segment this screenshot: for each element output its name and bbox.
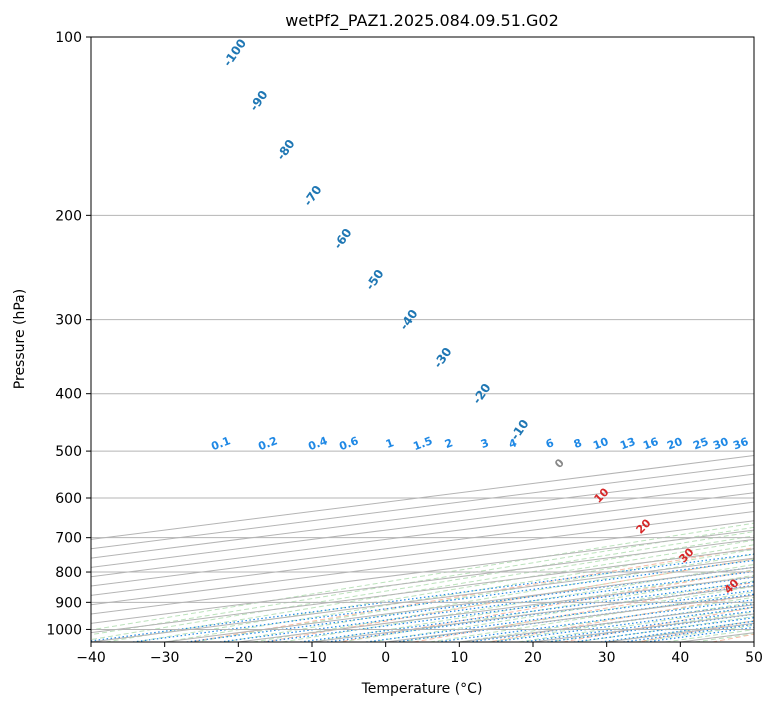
x-tick-label: 30 (598, 650, 616, 666)
plot-background (91, 37, 754, 642)
mixing-ratio-line (437, 599, 754, 642)
dry-adiabat-line (488, 594, 754, 642)
mixing-ratio-label: 10 (591, 435, 610, 453)
mixing-ratio-label: 20 (665, 435, 684, 453)
mixing-ratio-label: 0.6 (337, 434, 360, 453)
isotherms (91, 454, 754, 642)
moist-adiabat-line (282, 563, 754, 642)
x-tick-label: 20 (524, 650, 542, 666)
mixing-ratio-label: 4 (507, 436, 519, 451)
y-axis-ticks: 100 200 300 400 500 600 700 800 900 1000 (46, 30, 91, 638)
mixing-ratio-label: 16 (641, 435, 660, 453)
mixing-ratio-label: 8 (572, 436, 584, 451)
dry-adiabat-line (264, 558, 754, 642)
y-tick-label: 700 (55, 531, 82, 547)
isotherm-line (91, 464, 754, 550)
x-axis-label: Temperature (°C) (361, 681, 483, 697)
isotherm-line (91, 529, 754, 615)
isotherm-line (91, 520, 754, 606)
moist-adiabat-line (459, 596, 754, 642)
isotherm-line (91, 473, 754, 559)
y-tick-label: 100 (55, 30, 82, 46)
moist-adiabat-line (135, 539, 754, 642)
y-tick-label: 400 (55, 387, 82, 403)
mixing-ratio-label: 0.1 (209, 434, 232, 453)
mixing-ratio-line (91, 553, 754, 642)
x-tick-label: 10 (450, 650, 468, 666)
mixing-ratio-line (132, 559, 754, 642)
mixing-ratio-line (493, 606, 754, 642)
isotherm-line (753, 641, 754, 642)
y-tick-label: 600 (55, 491, 82, 507)
x-tick-label: −30 (150, 650, 180, 666)
isotherm-line (91, 538, 754, 624)
moist-adiabat-line (223, 553, 754, 642)
mixing-ratio-label: 3 (479, 436, 491, 451)
mixing-ratio-label: 13 (618, 435, 637, 452)
y-tick-label: 1000 (46, 622, 82, 638)
moist-adiabat-line (370, 580, 754, 642)
isotherm-line (91, 510, 754, 596)
moist-adiabat-line (194, 548, 754, 642)
x-axis-ticks: −40 −30 −20 −10 0 10 20 30 40 50 (76, 642, 763, 666)
moist-adiabat-line (253, 558, 754, 642)
x-tick-label: 50 (745, 650, 763, 666)
dry-adiabat-line (189, 547, 754, 642)
mixing-ratio-label: 30 (711, 435, 730, 453)
mixing-ratio-label: 1.5 (411, 434, 434, 453)
mixing-ratio-label: 2 (443, 436, 455, 451)
x-tick-label: 0 (381, 650, 390, 666)
mixing-ratio-label: 25 (691, 435, 710, 452)
mixing-ratio-label: 0.2 (256, 434, 279, 453)
moist-adiabat-line (91, 531, 754, 641)
x-tick-label: −40 (76, 650, 106, 666)
plot-frame (90, 36, 755, 643)
mixing-ratio-label: 0.4 (306, 434, 329, 453)
x-tick-label: −10 (297, 650, 327, 666)
x-tick-label: 40 (671, 650, 689, 666)
mixing-ratio-label: 36 (731, 435, 750, 453)
chart-title: wetPf2_PAZ1.2025.084.09.51.G02 (285, 11, 559, 31)
y-tick-label: 300 (55, 313, 82, 329)
isotherm-line (91, 492, 754, 578)
isotherm-line (91, 482, 754, 568)
mixing-ratio-label: 1 (384, 436, 396, 451)
isotherm-line (91, 501, 754, 587)
moist-adiabat-line (91, 526, 754, 636)
y-tick-label: 900 (55, 595, 82, 611)
moist-adiabat-line (429, 591, 754, 642)
x-tick-label: −20 (224, 650, 254, 666)
dry-adiabat-line (413, 581, 754, 642)
moist-adiabat-line (105, 535, 754, 642)
y-tick-label: 500 (55, 444, 82, 460)
y-tick-label: 200 (55, 208, 82, 224)
y-tick-label: 800 (55, 565, 82, 581)
moist-adiabat-line (341, 574, 754, 642)
y-axis-label: Pressure (hPa) (12, 289, 28, 389)
moist-adiabats (91, 522, 754, 642)
mixing-ratio-label: 6 (544, 436, 556, 451)
moist-adiabat-line (164, 544, 754, 642)
